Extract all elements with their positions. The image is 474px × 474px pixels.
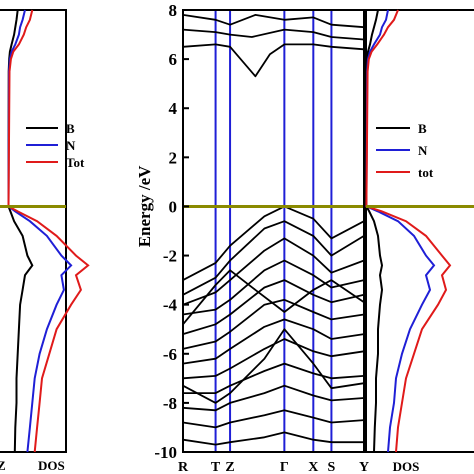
right-dos-curve-b (365, 9, 384, 453)
energy-tick-label: -2 (163, 247, 177, 266)
k-point-label-z: Z (225, 460, 234, 474)
right-legend-label-n: N (418, 143, 428, 158)
left-dos-legend: BN Tot (26, 121, 85, 170)
energy-tick-label: -10 (154, 443, 177, 462)
right-dos-curves (365, 9, 452, 453)
left-dos-panel: BN Tot Z DOS (0, 9, 90, 473)
band-curve-v2 (182, 220, 365, 296)
k-point-label-x: X (308, 460, 318, 474)
left-legend-label-b: B (66, 121, 75, 136)
band-curve-v12 (182, 431, 364, 446)
band-curve-v13 (182, 269, 365, 325)
right-dos-curve-n (365, 9, 436, 453)
right-dos-frame (365, 9, 474, 453)
band-curve-v4 (182, 259, 365, 316)
left-legend-label-tot: Tot (66, 155, 85, 170)
energy-axis-ticks: 8 6 4 2 0 -2 -4 -6 -8 -10 (154, 1, 189, 462)
left-dos-curve-tot (7, 9, 90, 453)
k-point-label-y: Y (359, 460, 369, 474)
k-point-label-t: T (211, 460, 221, 474)
band-curve-v6 (182, 298, 365, 350)
k-point-label-r: R (178, 460, 189, 474)
right-dos-xlabel: DOS (393, 459, 420, 474)
band-curve-c3 (182, 14, 365, 29)
left-dos-curves (7, 9, 90, 453)
band-curve-v14 (182, 328, 365, 404)
left-dos-curve-b (7, 9, 34, 453)
left-k-label-z: Z (0, 458, 6, 473)
band-curve-v10 (182, 384, 365, 412)
energy-tick-label: -6 (163, 345, 177, 364)
k-point-label-s: S (328, 460, 336, 474)
energy-tick-label: 8 (169, 1, 178, 20)
right-dos-curve-tot (365, 9, 452, 453)
band-curves (182, 14, 365, 446)
k-point-label--: Γ (280, 460, 289, 474)
right-legend-label-tot: tot (418, 165, 434, 180)
left-dos-xlabel: DOS (38, 458, 65, 473)
band-curve-v7 (182, 318, 365, 365)
band-curve-v3 (182, 237, 365, 306)
band-curve-v11 (182, 409, 365, 429)
band-curve-c2 (182, 28, 365, 41)
energy-tick-label: -8 (163, 394, 177, 413)
energy-tick-label: 0 (169, 197, 178, 216)
band-curve-v9 (183, 362, 365, 394)
right-legend-label-b: B (418, 121, 427, 136)
energy-tick-label: -4 (163, 296, 178, 315)
k-point-lines (214, 10, 333, 452)
energy-tick-label: 6 (169, 50, 178, 69)
band-curve-v1 (182, 205, 365, 281)
energy-axis-label: Energy /eV (135, 165, 154, 247)
energy-tick-label: 4 (169, 99, 178, 118)
left-legend-label-n: N (66, 138, 76, 153)
left-dos-curve-n (7, 9, 73, 453)
energy-tick-label: 2 (169, 148, 178, 167)
band-frame (182, 9, 365, 453)
band-curve-v5 (182, 279, 365, 335)
band-curve-c1 (182, 43, 365, 78)
